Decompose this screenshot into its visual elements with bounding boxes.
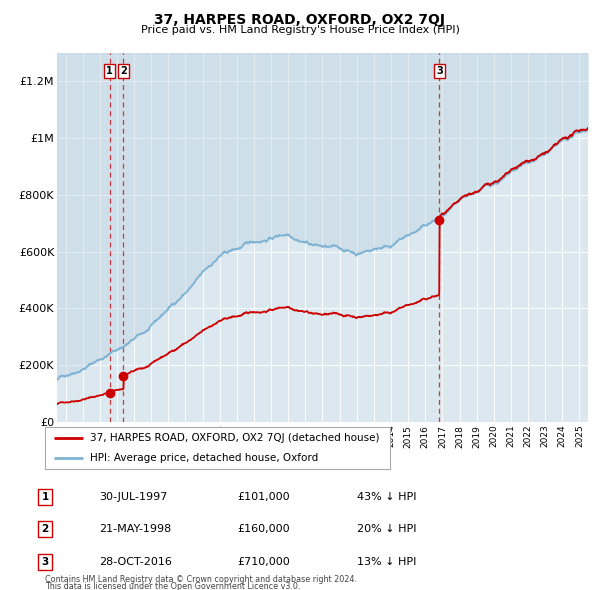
- Text: £160,000: £160,000: [237, 525, 290, 534]
- Text: 43% ↓ HPI: 43% ↓ HPI: [357, 492, 416, 502]
- Text: 30-JUL-1997: 30-JUL-1997: [99, 492, 167, 502]
- Text: 3: 3: [41, 557, 49, 566]
- Text: Price paid vs. HM Land Registry's House Price Index (HPI): Price paid vs. HM Land Registry's House …: [140, 25, 460, 35]
- Text: 21-MAY-1998: 21-MAY-1998: [99, 525, 171, 534]
- Text: 3: 3: [436, 66, 443, 76]
- Text: 13% ↓ HPI: 13% ↓ HPI: [357, 557, 416, 566]
- Text: This data is licensed under the Open Government Licence v3.0.: This data is licensed under the Open Gov…: [45, 582, 301, 590]
- Text: £710,000: £710,000: [237, 557, 290, 566]
- Text: 20% ↓ HPI: 20% ↓ HPI: [357, 525, 416, 534]
- Text: HPI: Average price, detached house, Oxford: HPI: Average price, detached house, Oxfo…: [90, 453, 318, 463]
- Text: £101,000: £101,000: [237, 492, 290, 502]
- Text: 2: 2: [41, 525, 49, 534]
- Text: 28-OCT-2016: 28-OCT-2016: [99, 557, 172, 566]
- Text: 1: 1: [41, 492, 49, 502]
- Text: Contains HM Land Registry data © Crown copyright and database right 2024.: Contains HM Land Registry data © Crown c…: [45, 575, 357, 584]
- Text: 37, HARPES ROAD, OXFORD, OX2 7QJ (detached house): 37, HARPES ROAD, OXFORD, OX2 7QJ (detach…: [90, 433, 379, 443]
- Text: 1: 1: [106, 66, 113, 76]
- Text: 2: 2: [120, 66, 127, 76]
- Text: 37, HARPES ROAD, OXFORD, OX2 7QJ: 37, HARPES ROAD, OXFORD, OX2 7QJ: [155, 13, 445, 27]
